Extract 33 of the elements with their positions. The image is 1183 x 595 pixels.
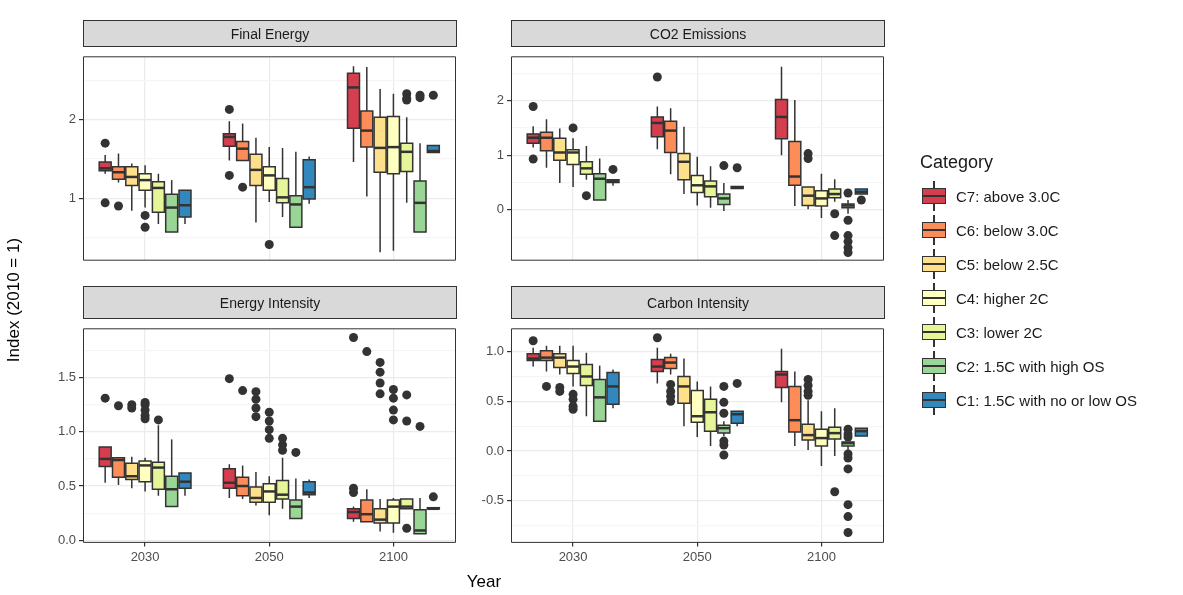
chart-title: Energy Intensity	[83, 286, 457, 319]
legend-label: C1: 1.5C with no or low OS	[956, 391, 1137, 409]
legend-label: C5: below 2.5C	[956, 255, 1059, 273]
legend-label: C7: above 3.0C	[956, 187, 1061, 205]
y-tick-label: 0.0	[485, 442, 504, 458]
y-tick-label: 1.0	[485, 343, 504, 359]
y-tick-label: 1.5	[57, 369, 76, 385]
y-tick-label: 1	[496, 146, 504, 162]
legend-label: C4: higher 2C	[956, 289, 1049, 307]
y-tick-label: 0.5	[485, 392, 504, 408]
legend-title: Category	[920, 152, 995, 173]
x-tick-label: 2100	[378, 548, 408, 564]
x-tick-label: 2050	[682, 548, 712, 564]
legend-label: C3: lower 2C	[956, 323, 1043, 341]
x-tick-label: 2030	[130, 548, 160, 564]
legend-label: C2: 1.5C with high OS	[956, 357, 1105, 375]
y-axis-title: Index (2010 = 1)	[4, 237, 24, 363]
y-tick-label: 2	[496, 92, 504, 108]
chart-title: CO2 Emissions	[511, 20, 885, 47]
y-tick-label: 2	[68, 111, 76, 127]
y-tick-label: 0	[496, 201, 504, 217]
x-tick-label: 2100	[806, 548, 836, 564]
x-tick-label: 2050	[254, 548, 284, 564]
y-tick-label: -0.5	[481, 492, 504, 508]
x-axis-title: Year	[466, 572, 502, 592]
chart-title: Final Energy	[83, 20, 457, 47]
chart-title: Carbon Intensity	[511, 286, 885, 319]
y-tick-label: 0.0	[57, 531, 76, 547]
x-tick-label: 2030	[558, 548, 588, 564]
y-tick-label: 0.5	[57, 477, 76, 493]
y-tick-label: 1	[68, 189, 76, 205]
y-tick-label: 1.0	[57, 423, 76, 439]
legend-label: C6: below 3.0C	[956, 221, 1059, 239]
